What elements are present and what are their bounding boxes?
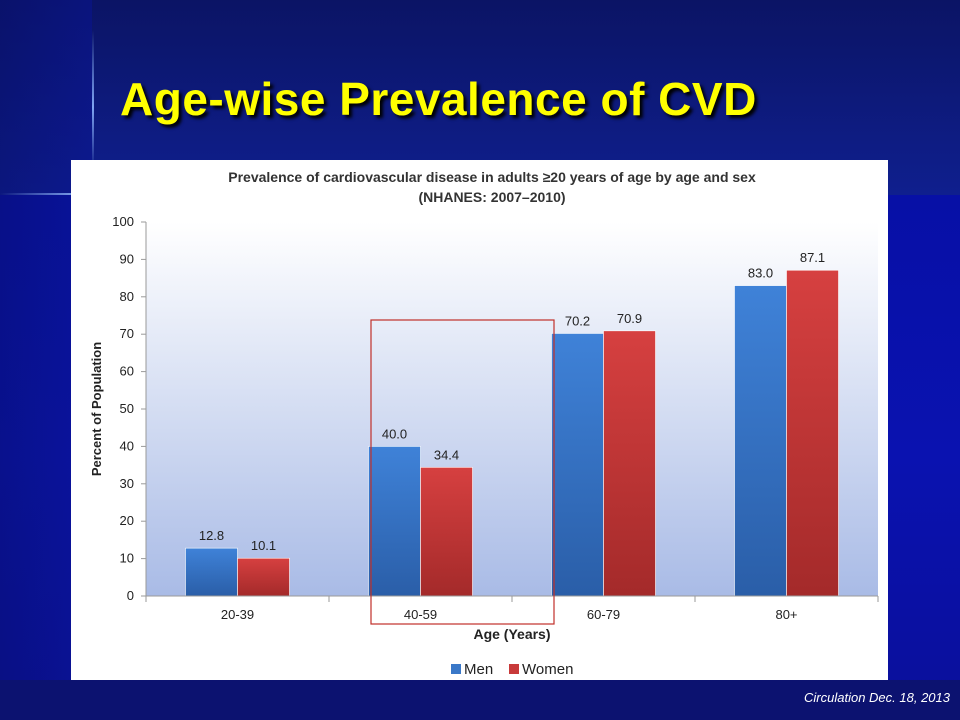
y-tick-label: 20: [120, 513, 134, 528]
data-label-women-20-39: 10.1: [251, 538, 276, 553]
legend: Men Women: [451, 661, 573, 678]
y-tick-label: 50: [120, 401, 134, 416]
y-axis-ticks: 0 10 20 30 40 50 60 70 80 90 100: [112, 214, 146, 603]
legend-label-men: Men: [464, 661, 493, 678]
x-axis-ticks: 20-39 40-59 60-79 80+: [145, 596, 879, 622]
bar-men-60-79: [551, 333, 604, 597]
y-tick-label: 80: [120, 289, 134, 304]
y-tick-label: 90: [120, 251, 134, 266]
bar-women-60-79: [603, 330, 656, 597]
legend-swatch-men: [451, 664, 461, 674]
y-tick-label: 30: [120, 476, 134, 491]
bars-group: 12.8 10.1 40.0 34.4 70.2 70.9 83.0 87.1: [185, 250, 839, 597]
data-label-women-80+: 87.1: [800, 250, 825, 265]
y-tick-label: 100: [112, 214, 134, 229]
data-label-women-60-79: 70.9: [617, 311, 642, 326]
chart-title: Prevalence of cardiovascular disease in …: [228, 169, 756, 185]
decorative-vertical-line: [92, 30, 94, 170]
data-label-men-60-79: 70.2: [565, 313, 590, 328]
bar-women-40-59: [420, 467, 473, 597]
y-tick-label: 70: [120, 326, 134, 341]
bar-men-80+: [734, 285, 787, 597]
y-tick-label: 0: [127, 588, 134, 603]
data-label-men-40-59: 40.0: [382, 426, 407, 441]
x-tick-label: 60-79: [587, 607, 620, 622]
data-label-men-80+: 83.0: [748, 266, 773, 281]
bar-women-20-39: [237, 557, 290, 597]
highlight-box: [370, 319, 555, 625]
slide-bottom-band: [0, 680, 960, 720]
chart-panel: Prevalence of cardiovascular disease in …: [71, 160, 888, 680]
bar-men-40-59: [368, 446, 421, 597]
y-axis-label: Percent of Population: [89, 342, 104, 476]
bar-men-20-39: [185, 547, 238, 597]
x-tick-label: 20-39: [221, 607, 254, 622]
legend-swatch-women: [509, 664, 519, 674]
y-tick-label: 40: [120, 438, 134, 453]
data-label-men-20-39: 12.8: [199, 528, 224, 543]
chart-subtitle: (NHANES: 2007–2010): [418, 189, 565, 205]
x-tick-label: 80+: [775, 607, 797, 622]
y-tick-label: 10: [120, 551, 134, 566]
x-axis-label: Age (Years): [473, 626, 550, 642]
x-tick-label: 40-59: [404, 607, 437, 622]
bar-chart: Prevalence of cardiovascular disease in …: [89, 169, 879, 678]
citation: Circulation Dec. 18, 2013: [804, 690, 950, 705]
legend-label-women: Women: [522, 661, 573, 678]
bar-women-80+: [786, 269, 839, 597]
decorative-horizontal-line: [0, 193, 120, 195]
slide-title: Age-wise Prevalence of CVD: [120, 73, 757, 125]
data-label-women-40-59: 34.4: [434, 447, 459, 462]
y-tick-label: 60: [120, 364, 134, 379]
